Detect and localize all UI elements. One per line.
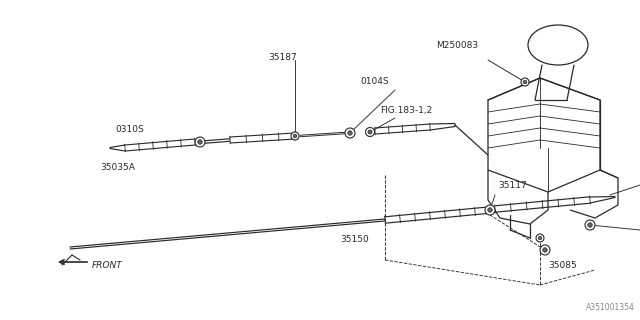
Circle shape [365,127,374,137]
Circle shape [538,236,542,240]
Text: FRONT: FRONT [92,261,123,270]
Circle shape [293,134,297,138]
Text: 35035A: 35035A [100,164,135,172]
Circle shape [485,205,495,215]
Text: 35117: 35117 [498,180,527,189]
Text: 35085: 35085 [548,260,577,269]
Circle shape [488,208,492,212]
Text: M250083: M250083 [436,41,478,50]
Circle shape [588,223,592,227]
Circle shape [198,140,202,144]
Circle shape [345,128,355,138]
Text: A351001354: A351001354 [586,303,635,312]
Circle shape [368,130,372,134]
Circle shape [291,132,299,140]
Text: FIG.183-1,2: FIG.183-1,2 [380,106,432,115]
Text: 0104S: 0104S [360,77,388,86]
Circle shape [524,80,527,84]
Circle shape [521,78,529,86]
Text: 35187: 35187 [268,53,297,62]
Circle shape [348,131,352,135]
Circle shape [585,220,595,230]
Text: 35150: 35150 [340,236,369,244]
Text: 0310S: 0310S [115,125,144,134]
Circle shape [543,248,547,252]
Circle shape [536,234,544,242]
Circle shape [540,245,550,255]
Circle shape [195,137,205,147]
